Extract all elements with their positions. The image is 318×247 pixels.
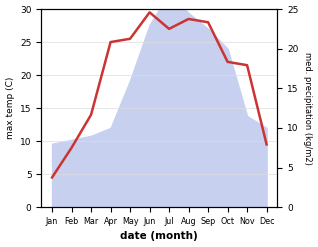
Y-axis label: med. precipitation (kg/m2): med. precipitation (kg/m2)	[303, 52, 313, 165]
X-axis label: date (month): date (month)	[121, 231, 198, 242]
Y-axis label: max temp (C): max temp (C)	[5, 77, 15, 139]
